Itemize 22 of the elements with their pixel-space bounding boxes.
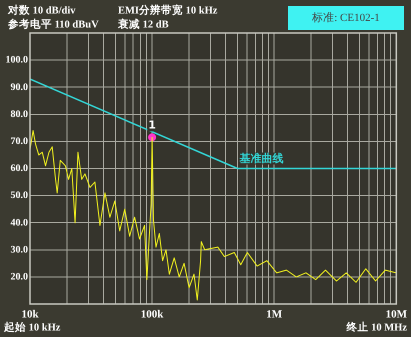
annotation: 1 bbox=[148, 118, 156, 132]
text: 标准: CE102-1 bbox=[311, 10, 380, 24]
y-tick-label: 30.0 bbox=[10, 244, 28, 256]
x-tick-label: 10k bbox=[21, 308, 40, 320]
y-tick-label: 90.0 bbox=[10, 82, 28, 93]
y-tick-label: 20.0 bbox=[10, 271, 28, 282]
y-tick-label: 80.0 bbox=[10, 108, 28, 120]
x-tick-label: 100k bbox=[140, 308, 164, 320]
text: 对数 10 dB/div bbox=[7, 4, 76, 17]
x-tick-label: 1M bbox=[266, 308, 283, 320]
y-tick-label: 50.0 bbox=[10, 190, 28, 202]
annotation: 基准曲线 bbox=[238, 152, 284, 165]
y-tick-label: 70.0 bbox=[10, 136, 28, 147]
text: 终止 10 MHz bbox=[346, 320, 408, 334]
y-tick-label: 40.0 bbox=[10, 217, 28, 228]
y-tick-label: 60.0 bbox=[10, 163, 28, 174]
text: 起始 10 kHz bbox=[3, 320, 61, 334]
text: 参考电平 110 dBuV bbox=[7, 18, 100, 31]
x-tick-label: 10M bbox=[386, 308, 408, 320]
text: EMI分辨带宽 10 kHz bbox=[118, 4, 218, 17]
y-tick-label: 100.0 bbox=[6, 54, 28, 66]
text: 衰减 12 dB bbox=[117, 18, 169, 31]
